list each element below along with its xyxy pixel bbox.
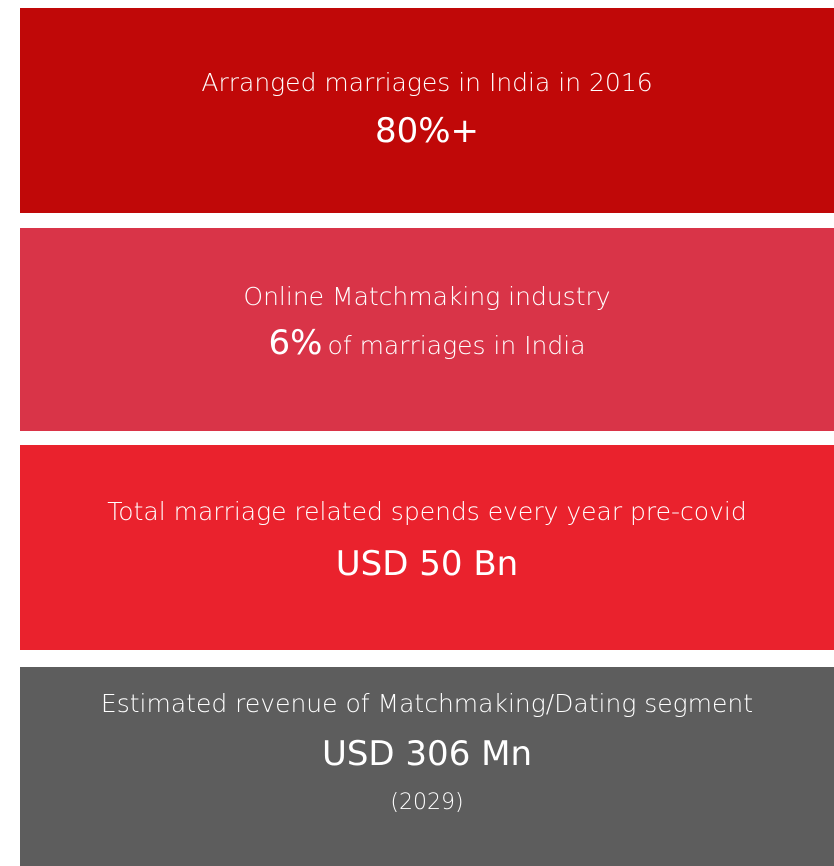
card: Arranged marriages in India in 2016 80%+: [20, 8, 834, 213]
card-value: 80%+: [374, 111, 480, 151]
card-value: USD 306 Mn: [321, 734, 533, 774]
card-heading: Total marriage related spends every year…: [107, 497, 747, 526]
card-heading: Online Matchmaking industry: [243, 282, 611, 311]
card-value: USD 50 Bn: [335, 544, 519, 584]
card: Estimated revenue of Matchmaking/Dating …: [20, 667, 834, 866]
card: Total marriage related spends every year…: [20, 445, 834, 650]
card-heading: Arranged marriages in India in 2016: [201, 68, 653, 97]
card-value: 6%: [268, 323, 323, 363]
card-heading: Estimated revenue of Matchmaking/Dating …: [100, 689, 754, 718]
card-note: (2029): [390, 790, 464, 815]
card: Online Matchmaking industry 6% of marria…: [20, 228, 834, 431]
card-suffix: of marriages in India: [327, 331, 586, 360]
